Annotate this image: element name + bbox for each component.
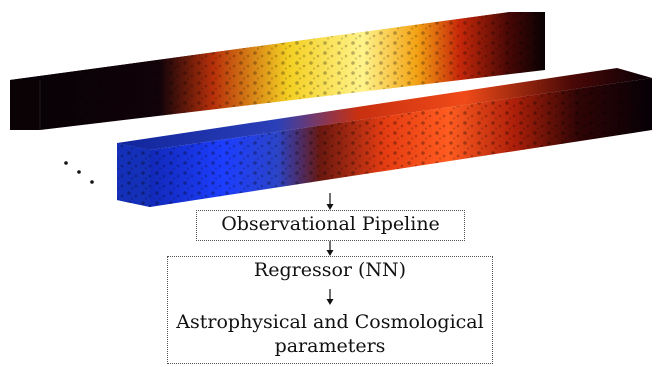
output-parameters-label-line2: parameters bbox=[274, 335, 386, 357]
bottom-lightcone-cube bbox=[117, 68, 652, 207]
bottom-cube-texture bbox=[117, 78, 652, 207]
arrow-cube-to-pipeline bbox=[326, 193, 334, 210]
regressor-label: Regressor (NN) bbox=[253, 259, 407, 281]
arrow-regressor-to-output bbox=[326, 289, 334, 305]
top-cube-end-face bbox=[10, 80, 40, 130]
bottom-cube-end-texture bbox=[117, 143, 150, 207]
regressor-box bbox=[167, 256, 493, 364]
observational-pipeline-box bbox=[196, 210, 465, 241]
output-parameters-label-line1: Astrophysical and Cosmological bbox=[176, 311, 484, 333]
bottom-cube-upper-face bbox=[117, 68, 652, 150]
top-lightcone-cube bbox=[10, 12, 545, 130]
observational-pipeline-label: Observational Pipeline bbox=[221, 213, 440, 235]
arrow-pipeline-to-regressor bbox=[326, 241, 334, 256]
ellipsis-dots bbox=[64, 161, 94, 184]
top-cube-texture bbox=[10, 12, 545, 130]
